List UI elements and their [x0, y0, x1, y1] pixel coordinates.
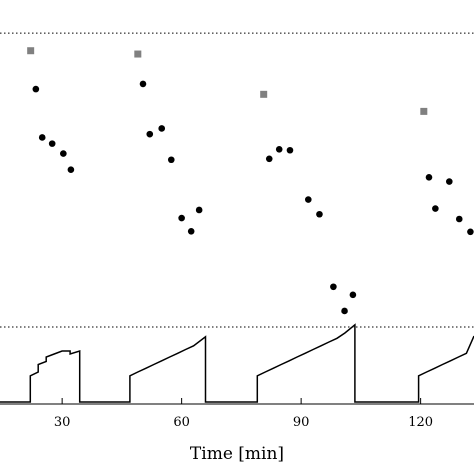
data-point-square — [260, 90, 268, 98]
data-point-square — [420, 107, 428, 115]
data-point-circle — [178, 214, 185, 222]
data-point-circle — [316, 210, 323, 218]
data-point-circle — [195, 206, 203, 214]
lower-panel — [0, 323, 474, 403]
data-point-square — [134, 50, 142, 58]
x-tick-label: 30 — [54, 415, 71, 430]
x-tick-label: 120 — [408, 415, 433, 430]
data-point-circle — [341, 307, 348, 315]
data-point-circle — [275, 146, 283, 153]
data-point-circle — [286, 146, 294, 154]
x-axis: 30 60 90 120 — [0, 398, 474, 430]
x-tick-label: 90 — [293, 415, 310, 430]
data-point-circle — [349, 291, 357, 299]
data-point-circle — [167, 156, 175, 164]
data-point-circle — [265, 155, 273, 163]
data-point-circle — [304, 196, 312, 203]
data-point-circle — [158, 125, 166, 132]
data-point-square — [27, 47, 35, 55]
data-point-circle — [455, 215, 463, 223]
data-point-circle — [146, 130, 154, 138]
data-point-circle — [60, 150, 67, 157]
x-axis-title: Time [min] — [190, 444, 284, 464]
data-point-circle — [330, 283, 337, 291]
data-point-circle — [67, 166, 75, 173]
data-point-circle — [38, 134, 46, 141]
data-point-circle — [32, 85, 40, 93]
x-tick-label: 60 — [173, 415, 190, 430]
series-line — [0, 323, 474, 403]
data-point-circle — [467, 228, 474, 236]
data-point-circle — [48, 140, 56, 147]
data-point-circle — [432, 205, 439, 212]
data-point-circle — [187, 228, 195, 235]
data-point-circle — [139, 80, 147, 88]
upper-panel — [0, 32, 474, 315]
data-point-circle — [446, 178, 453, 185]
data-point-circle — [425, 173, 433, 181]
